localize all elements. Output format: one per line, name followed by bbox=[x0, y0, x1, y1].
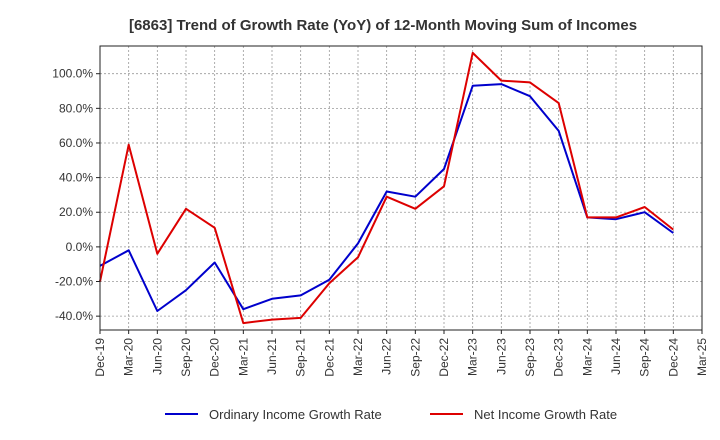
x-tick-label: Jun-24 bbox=[609, 338, 623, 375]
x-tick-label: Sep-20 bbox=[179, 338, 193, 377]
x-tick-label: Dec-24 bbox=[666, 338, 680, 377]
x-tick-label: Mar-25 bbox=[695, 338, 709, 376]
y-tick-label: 40.0% bbox=[59, 171, 93, 185]
legend: Ordinary Income Growth Rate Net Income Gr… bbox=[165, 407, 617, 422]
x-tick-label: Mar-23 bbox=[466, 338, 480, 376]
x-tick-label: Jun-21 bbox=[265, 338, 279, 375]
x-tick-label: Dec-22 bbox=[437, 338, 451, 377]
x-tick-label: Sep-23 bbox=[523, 338, 537, 377]
x-tick-label: Sep-24 bbox=[638, 338, 652, 377]
x-tick-label: Jun-23 bbox=[494, 338, 508, 375]
chart-title: [6863] Trend of Growth Rate (YoY) of 12-… bbox=[129, 17, 637, 34]
x-tick-label: Jun-22 bbox=[380, 338, 394, 375]
x-tick-label: Dec-20 bbox=[208, 338, 222, 377]
x-tick-label: Sep-22 bbox=[408, 338, 422, 377]
series-lines bbox=[99, 51, 674, 325]
x-tick-label: Dec-21 bbox=[322, 338, 336, 377]
x-tick-label: Mar-20 bbox=[122, 338, 136, 376]
y-tick-label: 0.0% bbox=[66, 240, 94, 254]
x-tick-label: Sep-21 bbox=[294, 338, 308, 377]
x-tick-label: Dec-19 bbox=[93, 338, 107, 377]
y-tick-label: 80.0% bbox=[59, 101, 93, 115]
y-tick-label: 100.0% bbox=[52, 67, 93, 81]
y-tick-label: 60.0% bbox=[59, 136, 93, 150]
plot-frame bbox=[99, 45, 703, 331]
x-tick-label: Mar-24 bbox=[580, 338, 594, 376]
series-line-2 bbox=[99, 51, 674, 325]
legend-label-2: Net Income Growth Rate bbox=[474, 407, 617, 422]
x-tick-label: Jun-20 bbox=[150, 338, 164, 375]
legend-label-1: Ordinary Income Growth Rate bbox=[209, 407, 382, 422]
y-tick-label: -20.0% bbox=[55, 275, 93, 289]
x-axis-ticks: Dec-19 Mar-20 Jun-20 Sep-20 Dec-20 Mar-21 Jun-… bbox=[93, 330, 709, 377]
series-line-1 bbox=[99, 83, 674, 312]
y-tick-label: -40.0% bbox=[55, 309, 93, 323]
y-axis-ticks: -40.0% -20.0% 0.0% 20.0% 40.0% 60.0% 80.0% 100.… bbox=[52, 67, 100, 323]
y-tick-label: 20.0% bbox=[59, 205, 93, 219]
x-tick-label: Mar-21 bbox=[236, 338, 250, 376]
x-tick-label: Dec-23 bbox=[552, 338, 566, 377]
x-tick-label: Mar-22 bbox=[351, 338, 365, 376]
grid-lines bbox=[100, 46, 702, 330]
